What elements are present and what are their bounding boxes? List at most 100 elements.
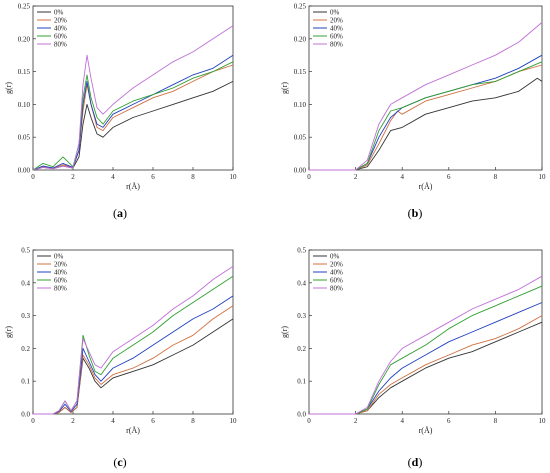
series-line-0pct [309, 77, 543, 171]
y-tick-label: 0.1 [21, 378, 30, 386]
legend-label: 0% [330, 253, 340, 261]
x-axis-label: r(Å) [126, 426, 140, 435]
y-tick-label: 0.05 [18, 134, 31, 142]
panel-label: (c) [113, 455, 126, 469]
y-tick-label: 0.05 [294, 134, 307, 142]
y-axis-label: g(r) [280, 82, 289, 94]
legend-label: 40% [54, 269, 67, 277]
y-tick-label: 0.4 [21, 279, 30, 287]
y-tick-label: 0.20 [18, 35, 31, 43]
series-line-20pct [309, 315, 543, 415]
legend-label: 40% [330, 269, 343, 277]
series-line-60pct [33, 275, 234, 415]
series-line-60pct [32, 61, 234, 171]
x-tick-label: 4 [111, 173, 115, 181]
x-axis-label: r(Å) [419, 182, 433, 191]
y-tick-label: 0.10 [294, 101, 307, 109]
legend-label: 0% [330, 9, 340, 17]
y-tick-label: 0.1 [297, 378, 306, 386]
plot-frame [32, 5, 234, 171]
x-tick-label: 6 [447, 417, 451, 425]
x-tick-label: 8 [191, 417, 195, 425]
y-tick-label: 0.2 [21, 345, 30, 353]
plot-frame [308, 249, 543, 415]
series-line-40pct [309, 302, 543, 415]
y-tick-label: 0.00 [18, 167, 31, 175]
y-tick-label: 0.2 [297, 345, 306, 353]
series-line-0pct [309, 321, 543, 415]
legend-label: 0% [54, 9, 64, 17]
x-tick-label: 0 [307, 417, 311, 425]
legend-label: 20% [54, 261, 67, 269]
legend-label: 0% [54, 253, 64, 261]
y-tick-label: 0.15 [18, 68, 31, 76]
series-line-40pct [309, 54, 543, 171]
x-axis-label: r(Å) [126, 182, 140, 191]
series-line-20pct [33, 305, 234, 415]
x-tick-label: 10 [230, 417, 238, 425]
y-tick-label: 0.00 [294, 167, 307, 175]
series-line-40pct [32, 54, 234, 171]
legend-label: 60% [330, 33, 343, 41]
legend-label: 60% [330, 277, 343, 285]
series-line-80pct [32, 25, 234, 171]
plot-frame [32, 249, 234, 415]
x-tick-label: 8 [191, 173, 195, 181]
plot-frame [308, 5, 543, 171]
y-tick-label: 0.3 [21, 312, 30, 320]
chart-panel-b: 0 2 4 6 8 10 0.00 0.05 0.10 0.15 0.20 0.25 r(Å) g(r) 0… [280, 3, 546, 221]
series-line-80pct [309, 22, 543, 171]
legend-label: 60% [54, 33, 67, 41]
y-tick-label: 0.5 [21, 247, 30, 255]
x-tick-label: 6 [447, 173, 451, 181]
legend-label: 20% [330, 17, 343, 25]
series-line-20pct [32, 64, 234, 171]
x-tick-label: 8 [494, 417, 498, 425]
y-tick-label: 0.0 [21, 411, 30, 419]
x-tick-label: 0 [31, 173, 35, 181]
x-tick-label: 4 [111, 417, 115, 425]
x-tick-label: 10 [230, 173, 238, 181]
y-axis-label: g(r) [280, 326, 289, 338]
x-tick-label: 6 [151, 173, 155, 181]
chart-panel-c: 0 2 4 6 8 10 0.0 0.1 0.2 0.3 0.4 0.5 r(Å) g(r) 0%20%40… [4, 247, 237, 470]
y-tick-label: 0.5 [297, 247, 306, 255]
series-line-40pct [33, 295, 234, 415]
y-tick-label: 0.25 [18, 3, 31, 11]
x-axis-label: r(Å) [419, 426, 433, 435]
x-tick-label: 0 [307, 173, 311, 181]
y-tick-label: 0.3 [297, 312, 306, 320]
y-tick-label: 0.10 [18, 101, 31, 109]
x-tick-label: 2 [354, 417, 358, 425]
x-tick-label: 10 [539, 173, 547, 181]
series-line-60pct [309, 61, 543, 171]
series-line-60pct [309, 285, 543, 415]
legend-label: 80% [54, 285, 67, 293]
x-tick-label: 0 [31, 417, 35, 425]
legend-label: 40% [54, 25, 67, 33]
legend-label: 20% [330, 261, 343, 269]
x-tick-label: 10 [539, 417, 547, 425]
y-tick-label: 0.20 [294, 35, 307, 43]
legend-label: 40% [330, 25, 343, 33]
y-tick-label: 0.25 [294, 3, 307, 11]
x-tick-label: 2 [71, 417, 75, 425]
series-line-80pct [33, 266, 234, 415]
y-tick-label: 0.0 [297, 411, 306, 419]
panel-label: (b) [408, 206, 423, 220]
y-axis-label: g(r) [4, 82, 13, 94]
x-tick-label: 2 [71, 173, 75, 181]
y-tick-label: 0.15 [294, 68, 307, 76]
x-tick-label: 4 [400, 417, 404, 425]
panel-label: (a) [113, 206, 127, 220]
chart-panel-d: 0 2 4 6 8 10 0.0 0.1 0.2 0.3 0.4 0.5 r(Å) g(r) 0%20%40… [280, 247, 546, 470]
chart-panel-a: 0 2 4 6 8 10 0.00 0.05 0.10 0.15 0.20 0.25 r(Å) g(r) 0… [4, 3, 237, 221]
x-tick-label: 6 [151, 417, 155, 425]
y-tick-label: 0.4 [297, 279, 306, 287]
series-line-80pct [309, 275, 543, 415]
legend-label: 60% [54, 277, 67, 285]
legend-label: 80% [54, 41, 67, 49]
series-line-0pct [33, 318, 234, 415]
x-tick-label: 2 [354, 173, 358, 181]
